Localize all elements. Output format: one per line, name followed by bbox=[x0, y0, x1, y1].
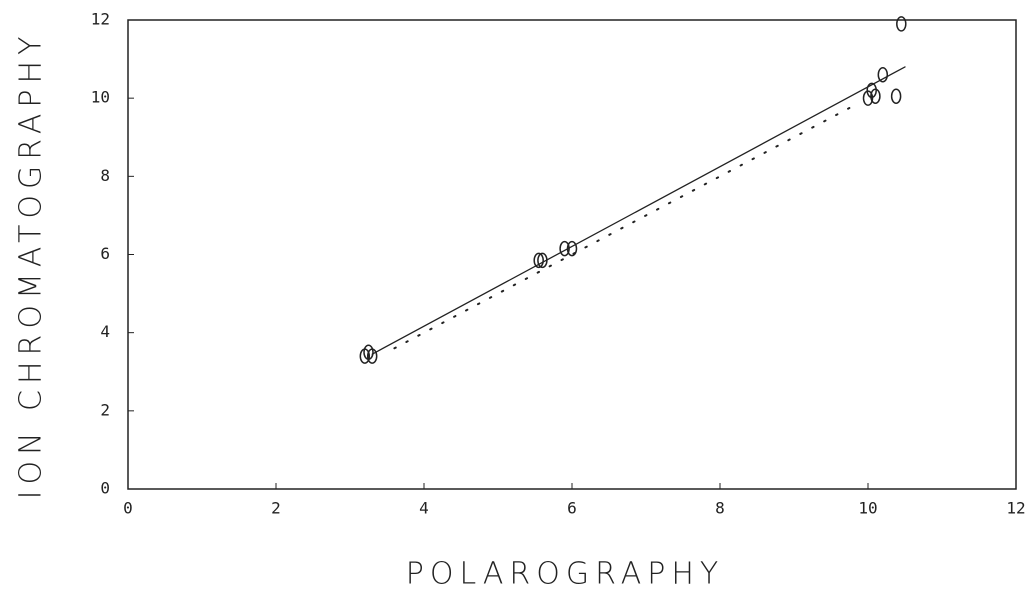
y-tick-label: 10 bbox=[91, 88, 110, 107]
x-tick-label: 4 bbox=[419, 499, 429, 518]
fit-line bbox=[371, 66, 906, 355]
plot-frame bbox=[127, 19, 1017, 490]
x-tick-label: 6 bbox=[567, 499, 577, 518]
y-axis-title: ION CHROMATOGRAPHY bbox=[14, 31, 49, 500]
point bbox=[877, 66, 889, 83]
y-tick-label: 2 bbox=[100, 400, 110, 419]
point bbox=[862, 90, 874, 106]
point bbox=[537, 252, 548, 269]
point bbox=[366, 348, 378, 364]
point bbox=[870, 88, 881, 104]
reference-line bbox=[393, 104, 855, 350]
y-tick-label: 4 bbox=[100, 322, 110, 341]
x-tick-label: 0 bbox=[123, 499, 133, 518]
x-axis-title: POLAROGRAPHY bbox=[406, 557, 724, 592]
x-tick-label: 10 bbox=[858, 499, 877, 518]
point bbox=[890, 88, 902, 104]
point bbox=[559, 240, 570, 257]
y-tick-label: 8 bbox=[100, 166, 110, 185]
x-tick-label: 12 bbox=[1006, 499, 1025, 518]
point bbox=[566, 240, 578, 257]
x-tick-label: 8 bbox=[715, 499, 725, 518]
point bbox=[896, 16, 907, 32]
y-tick-label: 12 bbox=[91, 10, 110, 29]
x-tick-label: 2 bbox=[271, 499, 281, 518]
y-tick-label: 0 bbox=[100, 479, 110, 498]
point bbox=[533, 252, 544, 269]
y-tick-label: 6 bbox=[100, 244, 110, 263]
